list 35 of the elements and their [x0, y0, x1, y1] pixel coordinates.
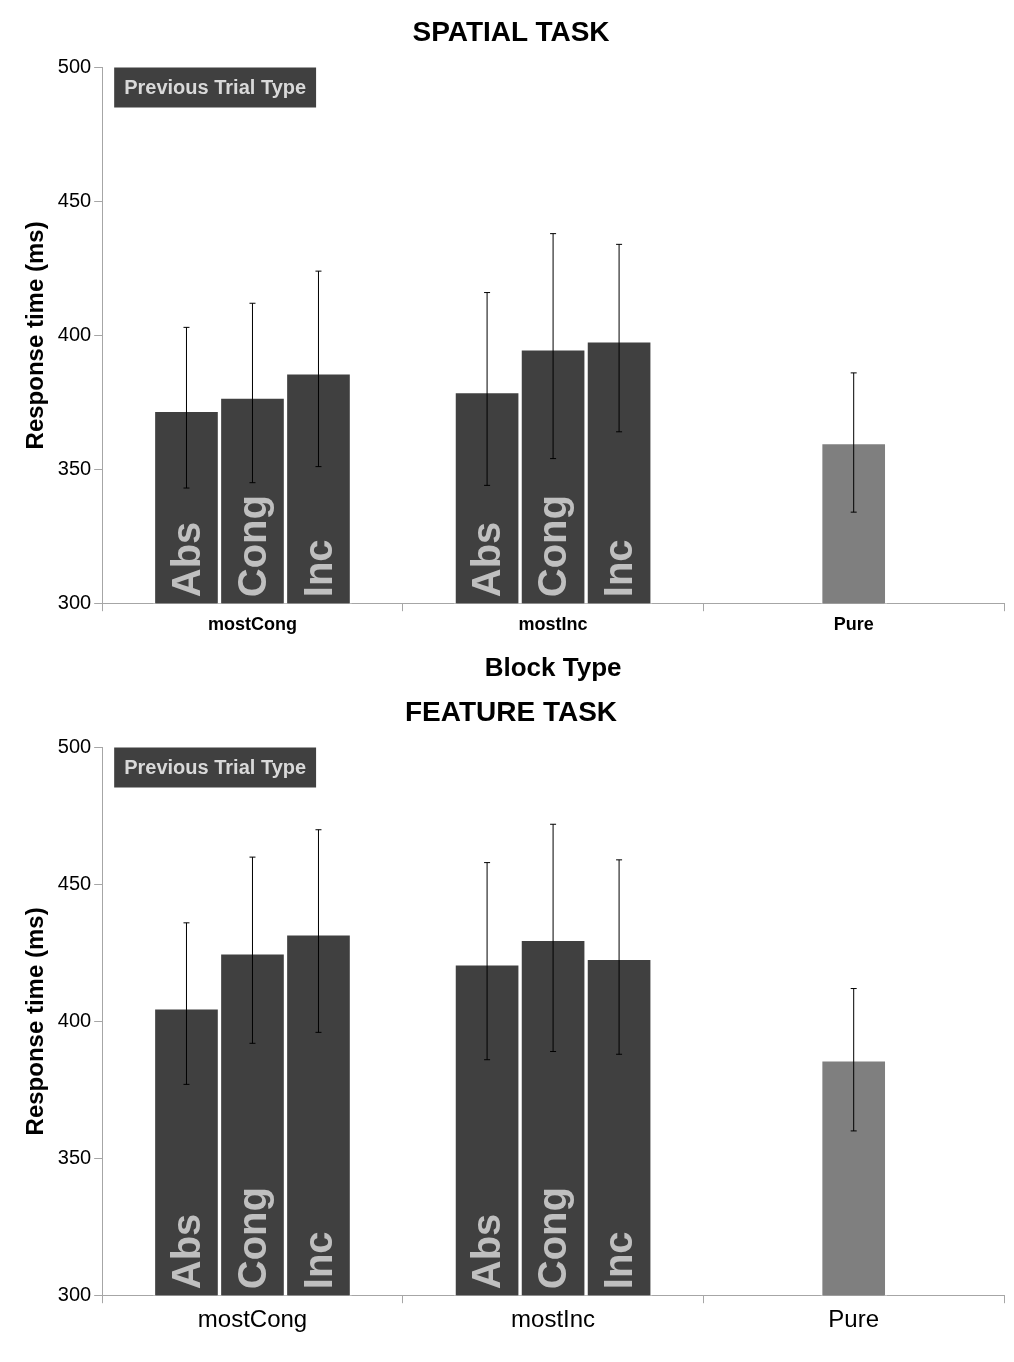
series-label: Cong	[530, 1187, 575, 1290]
y-tick-label: 500	[57, 735, 92, 758]
text: Abs	[163, 521, 208, 598]
y-tick-label: 500	[57, 55, 92, 78]
y-tick-label: 300	[57, 590, 92, 613]
y-axis-title: Response time (ms)	[21, 907, 49, 1136]
x-axis-title: Block Type	[484, 651, 622, 682]
x-tick-label: mostCong	[197, 1305, 308, 1333]
chart-title: SPATIAL TASK	[412, 15, 610, 47]
x-tick-label: Pure	[833, 613, 874, 634]
text: Cong	[229, 495, 274, 598]
y-tick-label: 450	[57, 872, 92, 895]
legend-title: Previous Trial Type	[124, 76, 307, 99]
text: Cong	[229, 1187, 274, 1290]
x-tick-label: mostInc	[518, 613, 588, 634]
chart-title: FEATURE TASK	[404, 695, 618, 727]
text: Abs	[163, 1213, 208, 1290]
text: Inc	[295, 1231, 340, 1290]
series-label: Abs	[464, 1213, 509, 1290]
series-label: Abs	[464, 521, 509, 598]
y-tick-label: 350	[57, 1145, 92, 1168]
y-tick-label: 300	[57, 1282, 92, 1305]
legend-title: Previous Trial Type	[124, 756, 307, 779]
series-label: Inc	[596, 539, 641, 598]
x-tick-label: mostCong	[207, 613, 297, 634]
x-tick-label: Pure	[828, 1305, 880, 1333]
y-tick-label: 400	[57, 322, 92, 345]
y-tick-label: 400	[57, 1008, 92, 1031]
y-axis-title: Response time (ms)	[21, 221, 49, 450]
series-label: Cong	[530, 495, 575, 598]
text: Inc	[295, 539, 340, 598]
y-tick-label: 350	[57, 456, 92, 479]
x-tick-label: mostInc	[511, 1305, 596, 1333]
series-label: Inc	[596, 1231, 641, 1290]
y-tick-label: 450	[57, 189, 92, 212]
